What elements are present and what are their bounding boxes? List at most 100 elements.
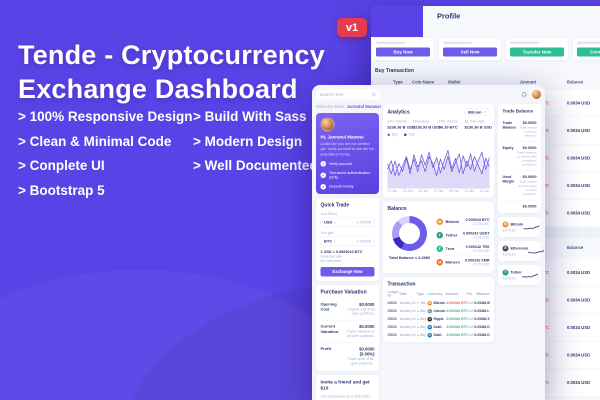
analytics-stat: Marketcap $236.93 B USD xyxy=(413,120,441,130)
greeting-text: Hi, Jannatul Maowa! xyxy=(320,134,364,140)
table-row: 25840 January 01 ▲Buy L Litecoin -0.000343 BT… xyxy=(387,309,490,314)
transaction-table-header: Ledger ID Date Type Currency Amount Fee Balanc… xyxy=(388,291,490,298)
dash-icon: D xyxy=(427,333,432,338)
trade-balance-title: Trade Balance xyxy=(502,108,534,114)
placeholder-text-bar xyxy=(577,41,600,44)
feature-item: > Conplete UI xyxy=(18,158,105,173)
column-header: Type xyxy=(416,292,425,296)
coin-sparkline-chart xyxy=(522,270,538,280)
convert-now-button[interactable]: Convert Now xyxy=(577,47,600,57)
column-header: Balance xyxy=(567,245,584,250)
placeholder-text-bar xyxy=(443,41,472,44)
user-name: Jannatul Maowa! xyxy=(346,104,381,109)
profile-page-title: Profile xyxy=(437,12,461,21)
invite-card: Invite a friend and get $10 You will rec… xyxy=(316,374,379,400)
buy-transaction-title: Buy Transaction xyxy=(375,68,414,74)
coin-select-dropdown[interactable]: Bitcoin ▼ xyxy=(464,108,490,116)
dashboard-topbar: Search Here xyxy=(316,89,541,100)
checklist-item-deposit-money[interactable]: ✓ Deposit money xyxy=(320,183,354,190)
you-get-label: You get xyxy=(320,230,334,235)
bitcoin-icon: B xyxy=(502,221,509,228)
chevron-down-icon: ▼ xyxy=(333,221,337,225)
column-header: Balance xyxy=(476,292,490,296)
rate-note: Expected rate xyxy=(320,254,343,259)
column-header: Currency xyxy=(427,292,443,296)
balance-cell: 0.0034 USD xyxy=(567,352,591,358)
transfer-now-button[interactable]: Transfer Now xyxy=(510,47,564,57)
exchange-rate: 1 USD = 0.0000043 BTC xyxy=(320,249,363,254)
balance-cell: 0.0034 USD xyxy=(567,380,591,385)
ripple-icon: X xyxy=(427,317,432,322)
x-tick-label: 05 Jan xyxy=(418,189,429,194)
valuation-row-profit: Profit $0.0000 (0.00%) Paper profit of all… xyxy=(320,342,375,366)
legend-dot xyxy=(387,133,390,137)
profile-action-card: Sell Now xyxy=(439,38,501,60)
x-tick-label: 09 Jan xyxy=(449,189,459,194)
verify-message: Looks like you are not verified yet. Ver… xyxy=(320,141,374,157)
profile-action-card: Convert Now xyxy=(573,38,600,60)
analytics-card: Analytics Bitcoin ▼ 24hr Volume $236.36 B … xyxy=(383,104,494,198)
verify-account-card: Hi, Jannatul Maowa! Looks like you are n… xyxy=(316,113,379,194)
chart-x-axis-labels: 01 Jan 03 Jan 05 Jan 07 Jan 09 Jan 11 Jan 13 J… xyxy=(388,190,490,194)
table-row: 25840 January 01 ▲Buy X Ripple -0.000343 BTC 0… xyxy=(387,317,490,322)
buy-now-button[interactable]: Buy Now xyxy=(376,47,430,57)
placeholder-text-bar xyxy=(376,41,405,44)
exchange-now-button[interactable]: Exchange Now xyxy=(320,266,375,277)
balance-cell: 0.0034 USD xyxy=(567,297,591,303)
check-icon: ✓ xyxy=(320,161,326,167)
column-header: Amount xyxy=(445,292,459,296)
x-tick-label: 13 Jan xyxy=(479,189,490,194)
you-send-input[interactable]: USD ▼ 0.00000 xyxy=(320,217,375,227)
coin-card-bitcoin[interactable]: B Bitcoin 3,576.10 xyxy=(498,216,541,237)
column-header: Type xyxy=(393,79,403,85)
feature-item: > 100% Responsive Design xyxy=(18,109,193,124)
x-tick-label: 07 Jan xyxy=(433,189,444,194)
trade-balance-card: Trade Balance Trade Balance $0.0000 Total … xyxy=(498,104,541,213)
welcome-text: Welcome Back, Jannatul Maowa! xyxy=(316,104,381,109)
column-header: Balance xyxy=(567,79,584,85)
coin-card-ethereum[interactable]: E Ethereum 3,576.10 xyxy=(498,240,544,261)
checklist-item-verify-account[interactable]: ✓ Verify account xyxy=(320,161,353,167)
you-get-input[interactable]: BTC ▼ 0.00000 xyxy=(320,236,375,246)
x-tick-label: 03 Jan xyxy=(402,189,413,194)
table-row: 25840 January 01 ▲Buy D Dash -0.000343 BTC 0.0… xyxy=(387,333,490,338)
table-row: 25840 January 01 ▲Buy D Dash -0.000343 BTC 0.0… xyxy=(387,325,490,330)
dash-icon: D xyxy=(427,325,432,330)
feature-item: > Bootstrap 5 xyxy=(18,182,105,198)
coin-sparkline-chart xyxy=(528,246,544,256)
invite-body: You will receive up to $10 when they: 1.… xyxy=(320,394,371,400)
transaction-table-rows: 25840 January 01 ▼Sell B Bitcoin -0.000343 BT… xyxy=(388,301,490,338)
tron-icon: T xyxy=(436,245,443,252)
sell-now-button[interactable]: Sell Now xyxy=(443,47,497,57)
coin-sparkline-chart xyxy=(523,222,539,232)
column-header: Amount xyxy=(520,79,537,85)
avatar xyxy=(320,117,335,132)
feature-item: > Well Documented xyxy=(193,158,318,173)
coin-card-tether[interactable]: T Tether 3,576.10 xyxy=(498,264,541,285)
fees-note: No extra fees xyxy=(320,259,342,263)
balance-asset-row: T Tron 0.000242 TRX 3.125 USD xyxy=(436,242,490,256)
purple-corner-decor xyxy=(371,6,423,37)
search-input[interactable]: Search Here xyxy=(316,89,380,100)
feature-list-left: > 100% Responsive Design > Clean & Minima… xyxy=(18,110,192,208)
analytics-line-chart xyxy=(387,138,490,189)
litecoin-icon: L xyxy=(427,309,432,314)
balance-asset-row: B Bitcoin 0.000043 BTC 3.125 USD xyxy=(436,215,490,229)
profile-action-card: Buy Now xyxy=(372,38,434,60)
bitcoin-icon: B xyxy=(436,218,443,225)
purchase-valuation-title: Purchase Valuation xyxy=(320,289,367,295)
checklist-item-two-factor-authentication-2fa[interactable]: ✓ Two-factor authentication (2FA) xyxy=(320,170,371,180)
balance-cell: 0.0034 USD xyxy=(567,183,591,188)
ethereum-icon: E xyxy=(502,245,509,252)
valuation-row-opening-cost: Opening Cost $0.0000 Original cost of all … xyxy=(320,301,375,316)
version-badge: v1 xyxy=(337,18,367,37)
total-balance: Total Balance = 3.3060 xyxy=(388,255,431,261)
quick-trade-title: Quick Trade xyxy=(320,202,350,208)
check-icon: ✓ xyxy=(320,183,326,190)
user-avatar[interactable] xyxy=(532,90,541,99)
legend-buy: Buy xyxy=(387,133,398,137)
balance-cell: 0.0034 USD xyxy=(567,128,591,133)
notification-bell-icon[interactable] xyxy=(521,91,528,98)
tether-icon: T xyxy=(502,269,509,276)
